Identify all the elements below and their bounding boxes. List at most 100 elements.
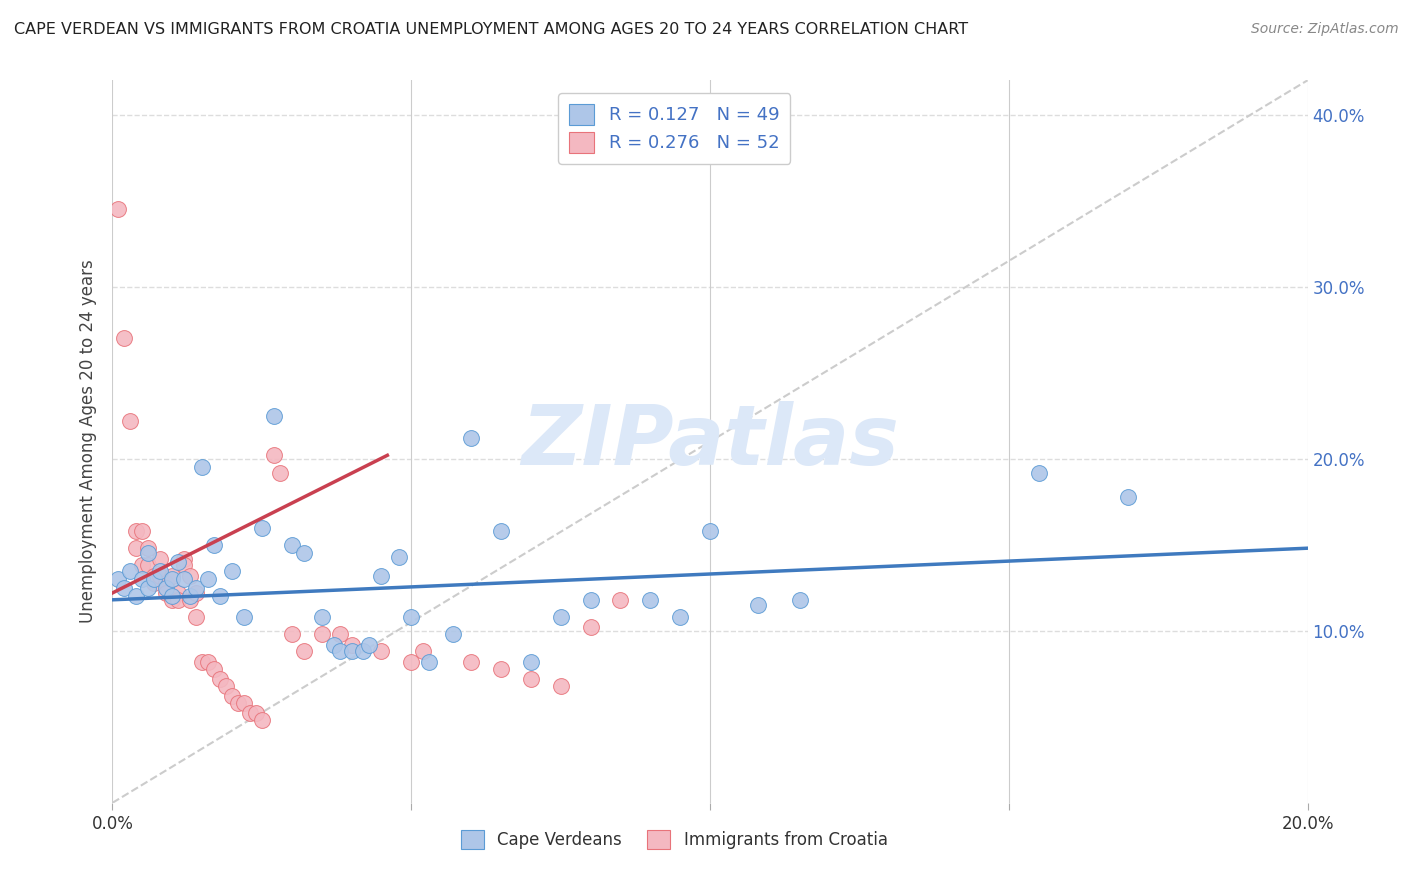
Point [269, 466, 291, 480]
Point [520, 655, 543, 669]
Point [202, 538, 225, 552]
Point [155, 586, 177, 600]
Point [233, 696, 256, 710]
Point [131, 572, 153, 586]
Point [370, 568, 392, 582]
Point [281, 627, 304, 641]
Point [167, 592, 190, 607]
Point [138, 541, 160, 556]
Point [179, 568, 201, 582]
Point [789, 592, 811, 607]
Point [1118, 490, 1140, 504]
Point [173, 572, 195, 586]
Point [579, 620, 602, 634]
Point [167, 555, 190, 569]
Point [489, 662, 512, 676]
Point [1028, 466, 1050, 480]
Point [173, 551, 195, 566]
Point [329, 644, 352, 658]
Point [340, 644, 363, 658]
Point [125, 524, 148, 538]
Point [191, 655, 214, 669]
Point [162, 572, 183, 586]
Point [138, 581, 160, 595]
Point [292, 546, 315, 560]
Point [131, 524, 153, 538]
Text: ZIPatlas: ZIPatlas [522, 401, 898, 482]
Point [114, 331, 135, 345]
Point [215, 679, 238, 693]
Point [107, 572, 129, 586]
Point [353, 644, 375, 658]
Point [186, 586, 208, 600]
Point [370, 644, 392, 658]
Point [120, 564, 142, 578]
Point [669, 610, 692, 624]
Text: Source: ZipAtlas.com: Source: ZipAtlas.com [1251, 22, 1399, 37]
Text: CAPE VERDEAN VS IMMIGRANTS FROM CROATIA UNEMPLOYMENT AMONG AGES 20 TO 24 YEARS C: CAPE VERDEAN VS IMMIGRANTS FROM CROATIA … [14, 22, 969, 37]
Point [143, 575, 166, 590]
Point [162, 590, 183, 604]
Point [550, 679, 572, 693]
Point [441, 627, 464, 641]
Point [162, 568, 183, 582]
Point [359, 638, 381, 652]
Point [209, 672, 232, 686]
Point [489, 524, 512, 538]
Point [202, 662, 225, 676]
Point [179, 592, 201, 607]
Point [149, 564, 172, 578]
Point [226, 696, 249, 710]
Point [120, 414, 142, 428]
Point [125, 541, 148, 556]
Point [609, 592, 631, 607]
Point [125, 590, 148, 604]
Point [107, 202, 129, 217]
Point [460, 655, 482, 669]
Point [155, 575, 177, 590]
Point [263, 448, 285, 462]
Point [520, 672, 543, 686]
Point [250, 713, 273, 727]
Point [747, 598, 769, 612]
Point [233, 610, 256, 624]
Point [292, 644, 315, 658]
Point [173, 558, 195, 573]
Point [329, 627, 352, 641]
Point [197, 572, 219, 586]
Point [263, 409, 285, 423]
Point [138, 546, 160, 560]
Point [186, 581, 208, 595]
Point [311, 610, 333, 624]
Point [143, 572, 166, 586]
Point [340, 638, 363, 652]
Point [250, 520, 273, 534]
Point [239, 706, 262, 721]
Point [401, 610, 423, 624]
Point [221, 564, 243, 578]
Y-axis label: Unemployment Among Ages 20 to 24 years: Unemployment Among Ages 20 to 24 years [79, 260, 97, 624]
Point [138, 558, 160, 573]
Point [221, 689, 243, 703]
Point [186, 610, 208, 624]
Point [162, 592, 183, 607]
Point [245, 706, 267, 721]
Point [699, 524, 721, 538]
Point [412, 644, 434, 658]
Point [114, 581, 135, 595]
Point [179, 590, 201, 604]
Point [460, 431, 482, 445]
Point [143, 568, 166, 582]
Point [197, 655, 219, 669]
Legend: Cape Verdeans, Immigrants from Croatia: Cape Verdeans, Immigrants from Croatia [454, 823, 894, 856]
Point [579, 592, 602, 607]
Point [418, 655, 440, 669]
Point [388, 549, 411, 564]
Point [149, 551, 172, 566]
Point [322, 638, 344, 652]
Point [167, 586, 190, 600]
Point [131, 558, 153, 573]
Point [209, 590, 232, 604]
Point [311, 627, 333, 641]
Point [191, 460, 214, 475]
